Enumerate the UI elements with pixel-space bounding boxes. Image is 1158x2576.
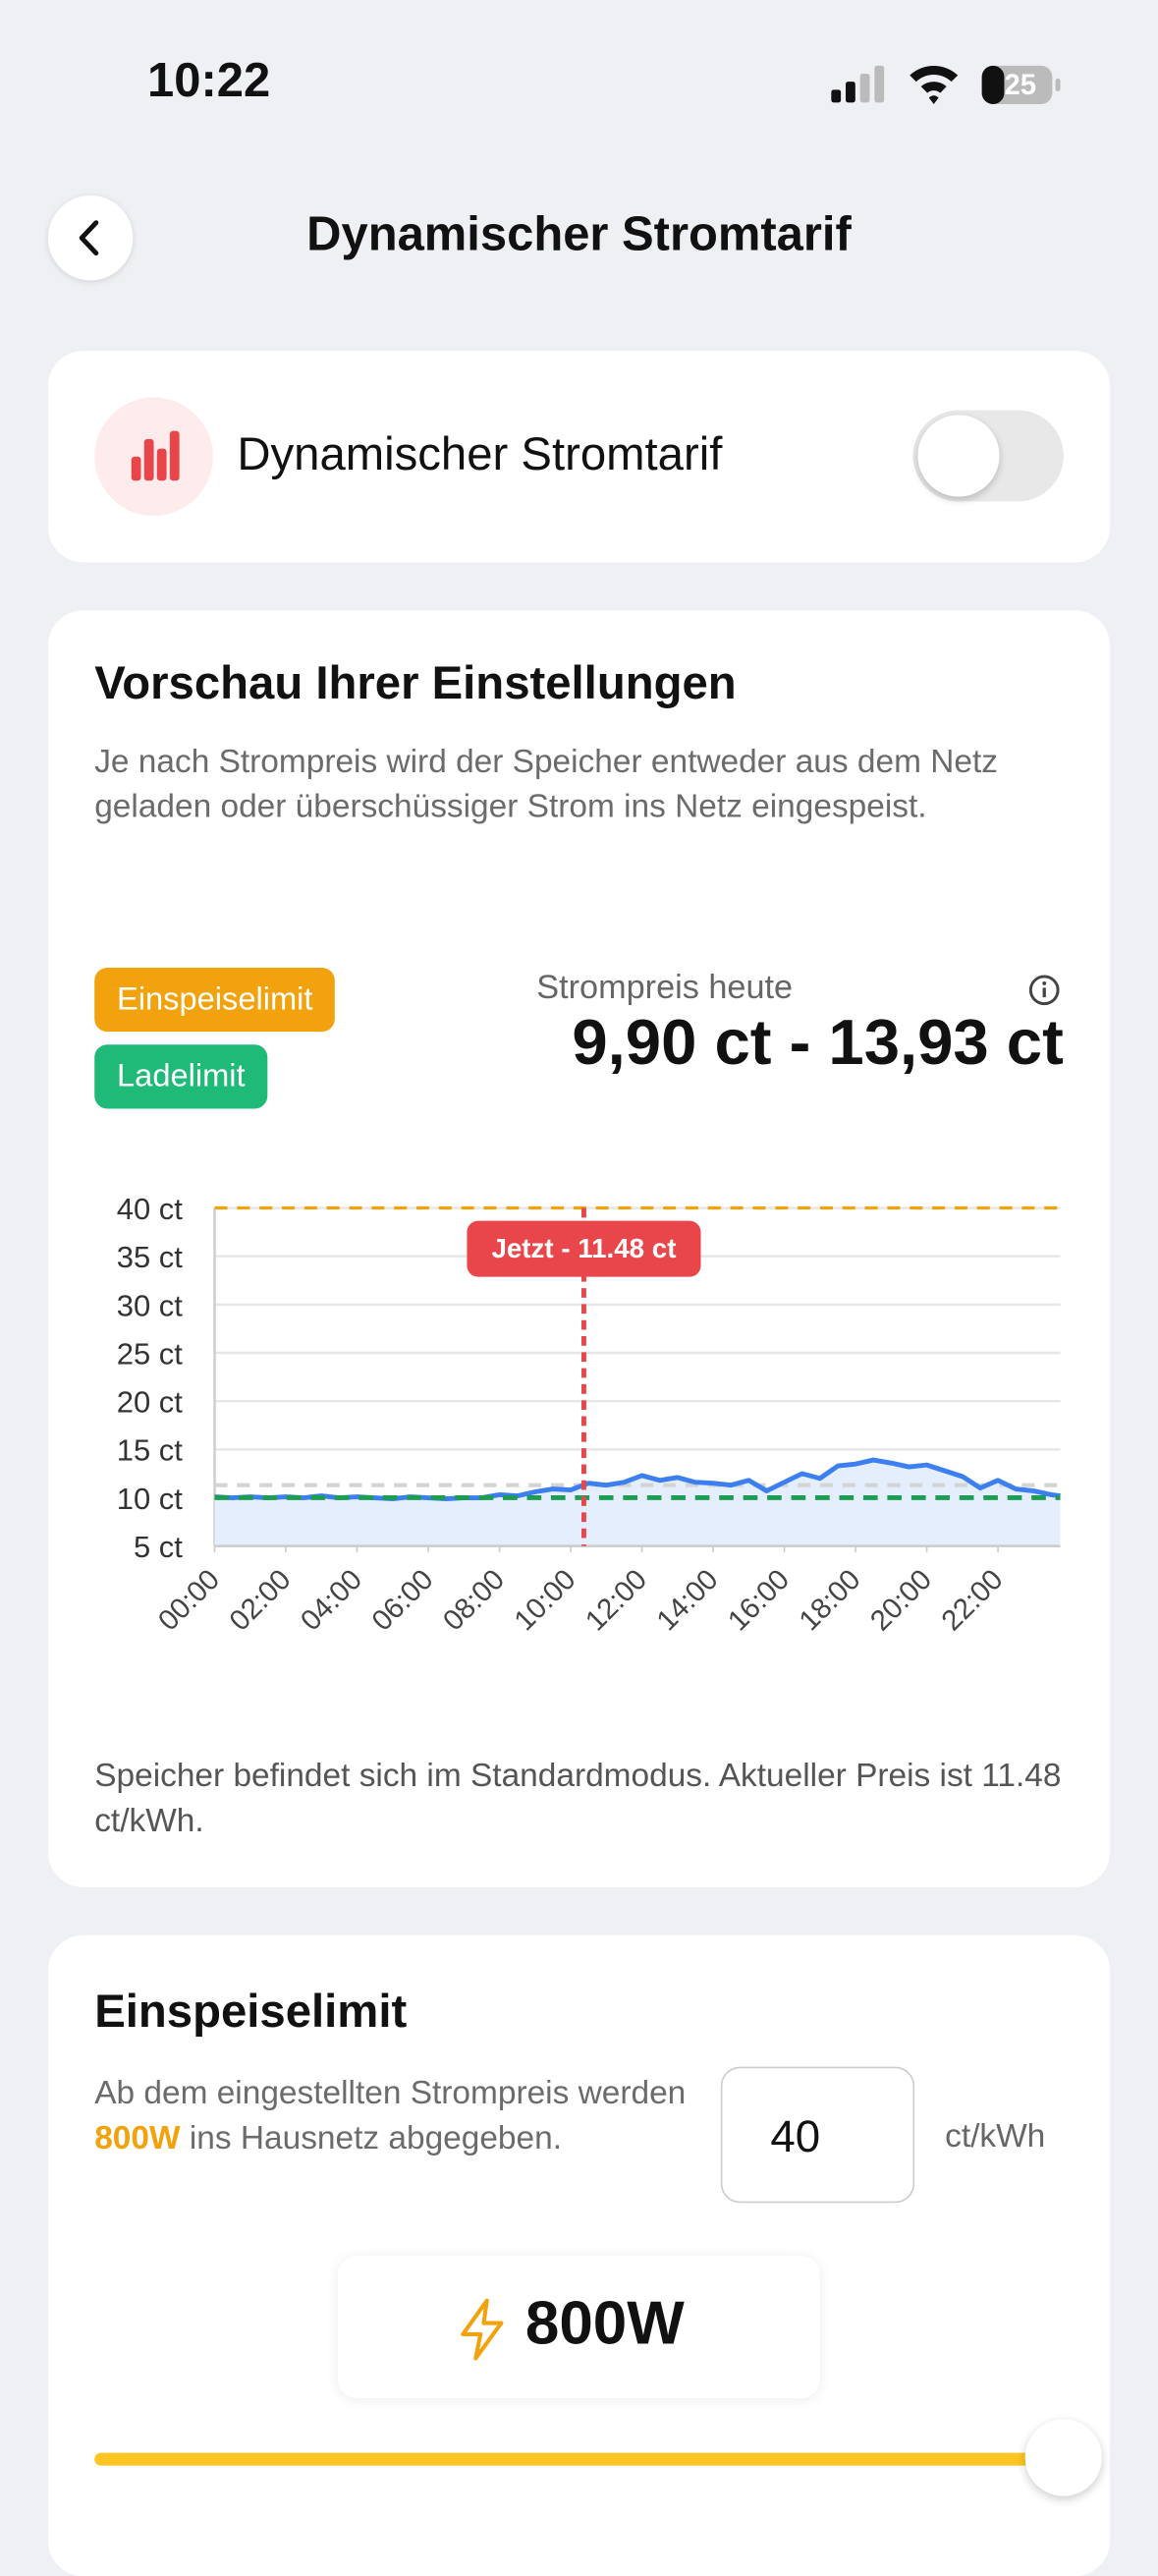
x-tick-label: 08:00	[437, 1563, 511, 1637]
x-tick-label: 18:00	[793, 1563, 866, 1637]
y-tick-label: 25 ct	[117, 1336, 184, 1371]
description-power: 800W	[94, 2119, 181, 2156]
now-label-box	[467, 1220, 701, 1277]
price-area	[214, 1460, 1061, 1546]
y-tick-label: 20 ct	[117, 1385, 184, 1420]
x-tick-label: 04:00	[295, 1563, 368, 1637]
back-icon	[79, 220, 99, 256]
description-text: ins Hausnetz abgegeben.	[180, 2119, 562, 2156]
now-label: Jetzt - 11.48 ct	[491, 1233, 676, 1263]
header-title: Dynamischer Stromtarif	[306, 207, 852, 261]
toggle-label: Dynamischer Stromtarif	[237, 429, 723, 481]
preview-card: Vorschau Ihrer Einstellungen Je nach Str…	[47, 610, 1111, 1887]
screen: 10:22 25 Dynamischer Stromtarif Dynamisc…	[47, 54, 1111, 2576]
price-line	[214, 1457, 1061, 1501]
power-display: 800W	[338, 2256, 820, 2399]
x-tick-label: 02:00	[223, 1563, 297, 1637]
description-text: Ab dem eingestellten Strompreis werden	[94, 2074, 687, 2112]
price-range: 9,90 ct - 13,93 ct	[572, 1007, 1064, 1079]
tariff-icon	[94, 397, 213, 517]
y-tick-label: 5 ct	[134, 1530, 183, 1564]
preview-description: Je nach Strompreis wird der Speicher ent…	[94, 743, 998, 825]
x-tick-label: 14:00	[650, 1563, 724, 1637]
feed-in-badge: Einspeiselimit	[94, 967, 336, 1033]
status-time: 10:22	[147, 54, 271, 108]
toggle-knob	[917, 415, 1000, 497]
y-tick-label: 35 ct	[117, 1240, 184, 1274]
feed-in-title: Einspeiselimit	[94, 1987, 408, 2039]
power-value: 800W	[524, 2290, 685, 2359]
lightning-icon	[461, 2298, 504, 2361]
y-tick-label: 30 ct	[117, 1288, 184, 1322]
info-icon[interactable]	[1026, 973, 1062, 1008]
bar-icon	[131, 430, 180, 481]
slider-knob[interactable]	[1024, 2419, 1102, 2496]
x-tick-label: 10:00	[508, 1563, 581, 1637]
charge-badge: Ladelimit	[94, 1044, 268, 1109]
y-tick-label: 40 ct	[117, 1192, 184, 1226]
limit-unit: ct/kWh	[945, 2117, 1046, 2156]
x-tick-label: 22:00	[935, 1563, 1009, 1637]
x-tick-label: 16:00	[722, 1563, 796, 1637]
slider-track[interactable]	[94, 2452, 1056, 2466]
x-tick-label: 06:00	[365, 1563, 439, 1637]
feed-in-description: Ab dem eingestellten Strompreis werden 8…	[94, 2072, 687, 2161]
price-chart: 5 ct 10 ct 15 ct 20 ct 25 ct 30 ct 35 ct 40 ct 0…	[117, 1192, 1061, 1637]
limit-input[interactable]: 40	[720, 2066, 915, 2204]
x-tick-label: 00:00	[152, 1563, 226, 1637]
status-text: Speicher befindet sich im Standardmodus.…	[94, 1757, 1062, 1840]
toggle-switch[interactable]	[912, 410, 1064, 502]
status-icons: 25	[831, 65, 1061, 104]
y-tick-label: 10 ct	[117, 1482, 184, 1516]
price-label: Strompreis heute	[536, 969, 794, 1007]
back-button[interactable]	[47, 195, 134, 281]
battery-level: 25	[1004, 69, 1036, 101]
toggle-card: Dynamischer Stromtarif	[47, 351, 1111, 563]
page: 10:22 25 Dynamischer Stromtarif Dynamisc…	[47, 54, 1111, 2576]
y-tick-label: 15 ct	[117, 1433, 184, 1468]
x-tick-label: 20:00	[864, 1563, 938, 1637]
x-tick-label: 12:00	[579, 1563, 653, 1637]
feed-in-card: Einspeiselimit Ab dem eingestellten Stro…	[47, 1934, 1111, 2576]
preview-title: Vorschau Ihrer Einstellungen	[94, 658, 737, 710]
